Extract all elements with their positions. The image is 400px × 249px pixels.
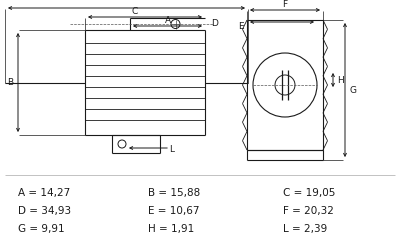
Text: F = 20,32: F = 20,32 xyxy=(283,206,334,216)
Text: H: H xyxy=(338,75,344,84)
Text: A = 14,27: A = 14,27 xyxy=(18,188,70,198)
Text: B = 15,88: B = 15,88 xyxy=(148,188,200,198)
Text: C = 19,05: C = 19,05 xyxy=(283,188,335,198)
Text: G = 9,91: G = 9,91 xyxy=(18,224,65,234)
Text: L: L xyxy=(170,144,174,153)
Text: E = 10,67: E = 10,67 xyxy=(148,206,200,216)
Text: A: A xyxy=(164,15,170,24)
Text: F: F xyxy=(282,0,288,8)
Text: D = 34,93: D = 34,93 xyxy=(18,206,71,216)
Text: L = 2,39: L = 2,39 xyxy=(283,224,327,234)
Text: G: G xyxy=(350,85,356,95)
Text: E: E xyxy=(238,21,244,30)
Text: H = 1,91: H = 1,91 xyxy=(148,224,194,234)
Text: D: D xyxy=(212,18,218,27)
Text: C: C xyxy=(132,6,138,15)
Text: B: B xyxy=(7,78,13,87)
